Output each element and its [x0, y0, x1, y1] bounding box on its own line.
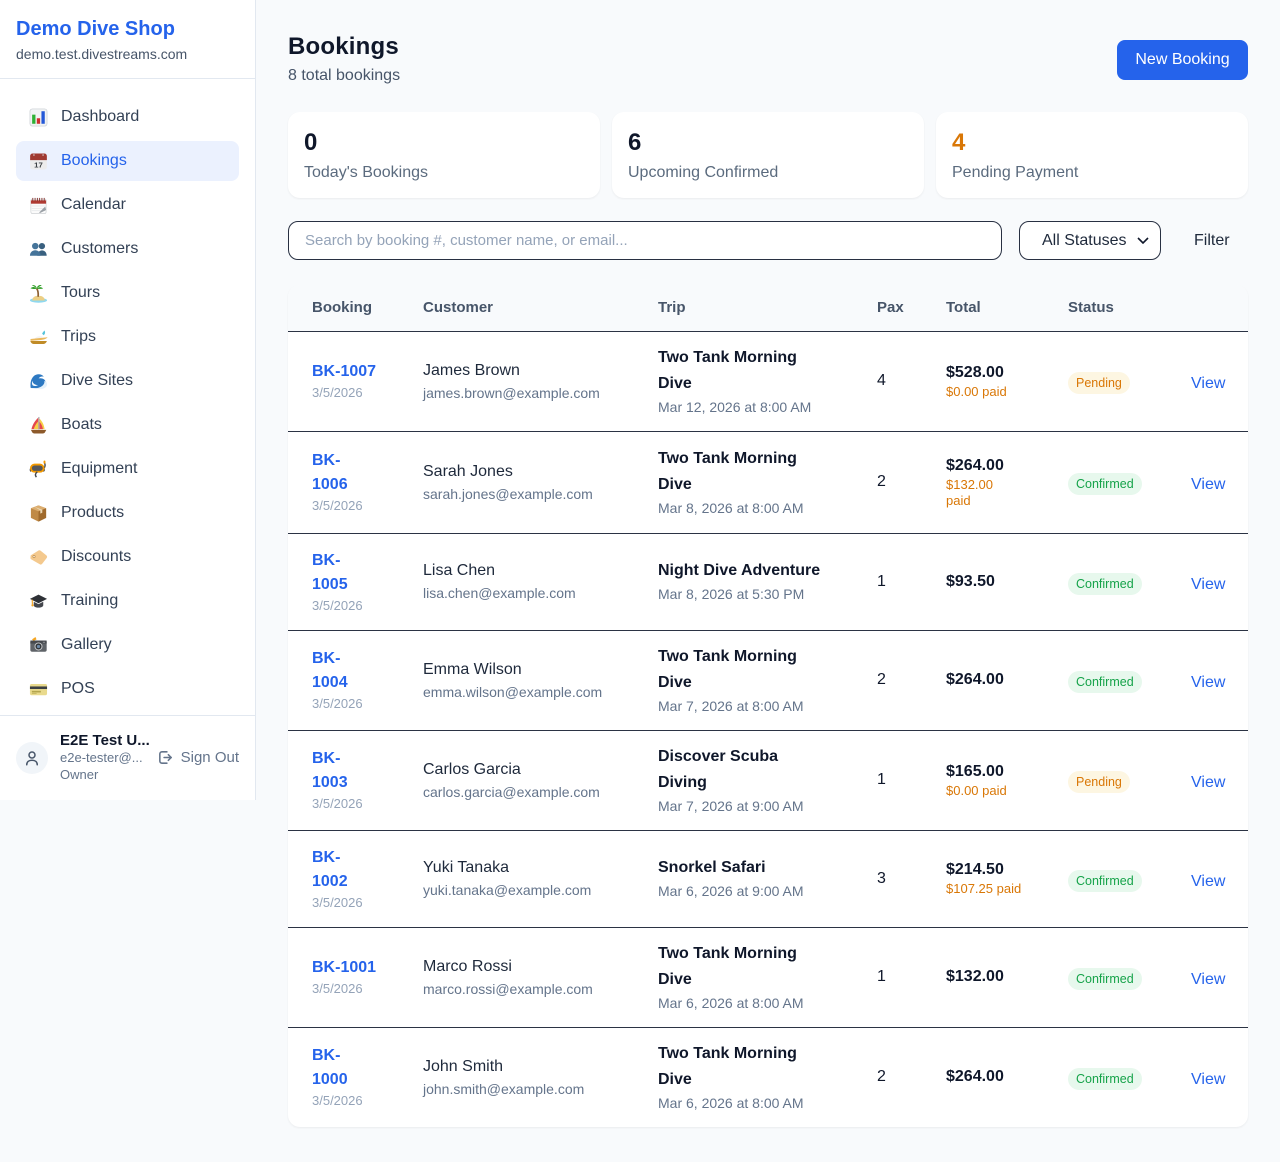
svg-text:17: 17	[34, 160, 43, 169]
